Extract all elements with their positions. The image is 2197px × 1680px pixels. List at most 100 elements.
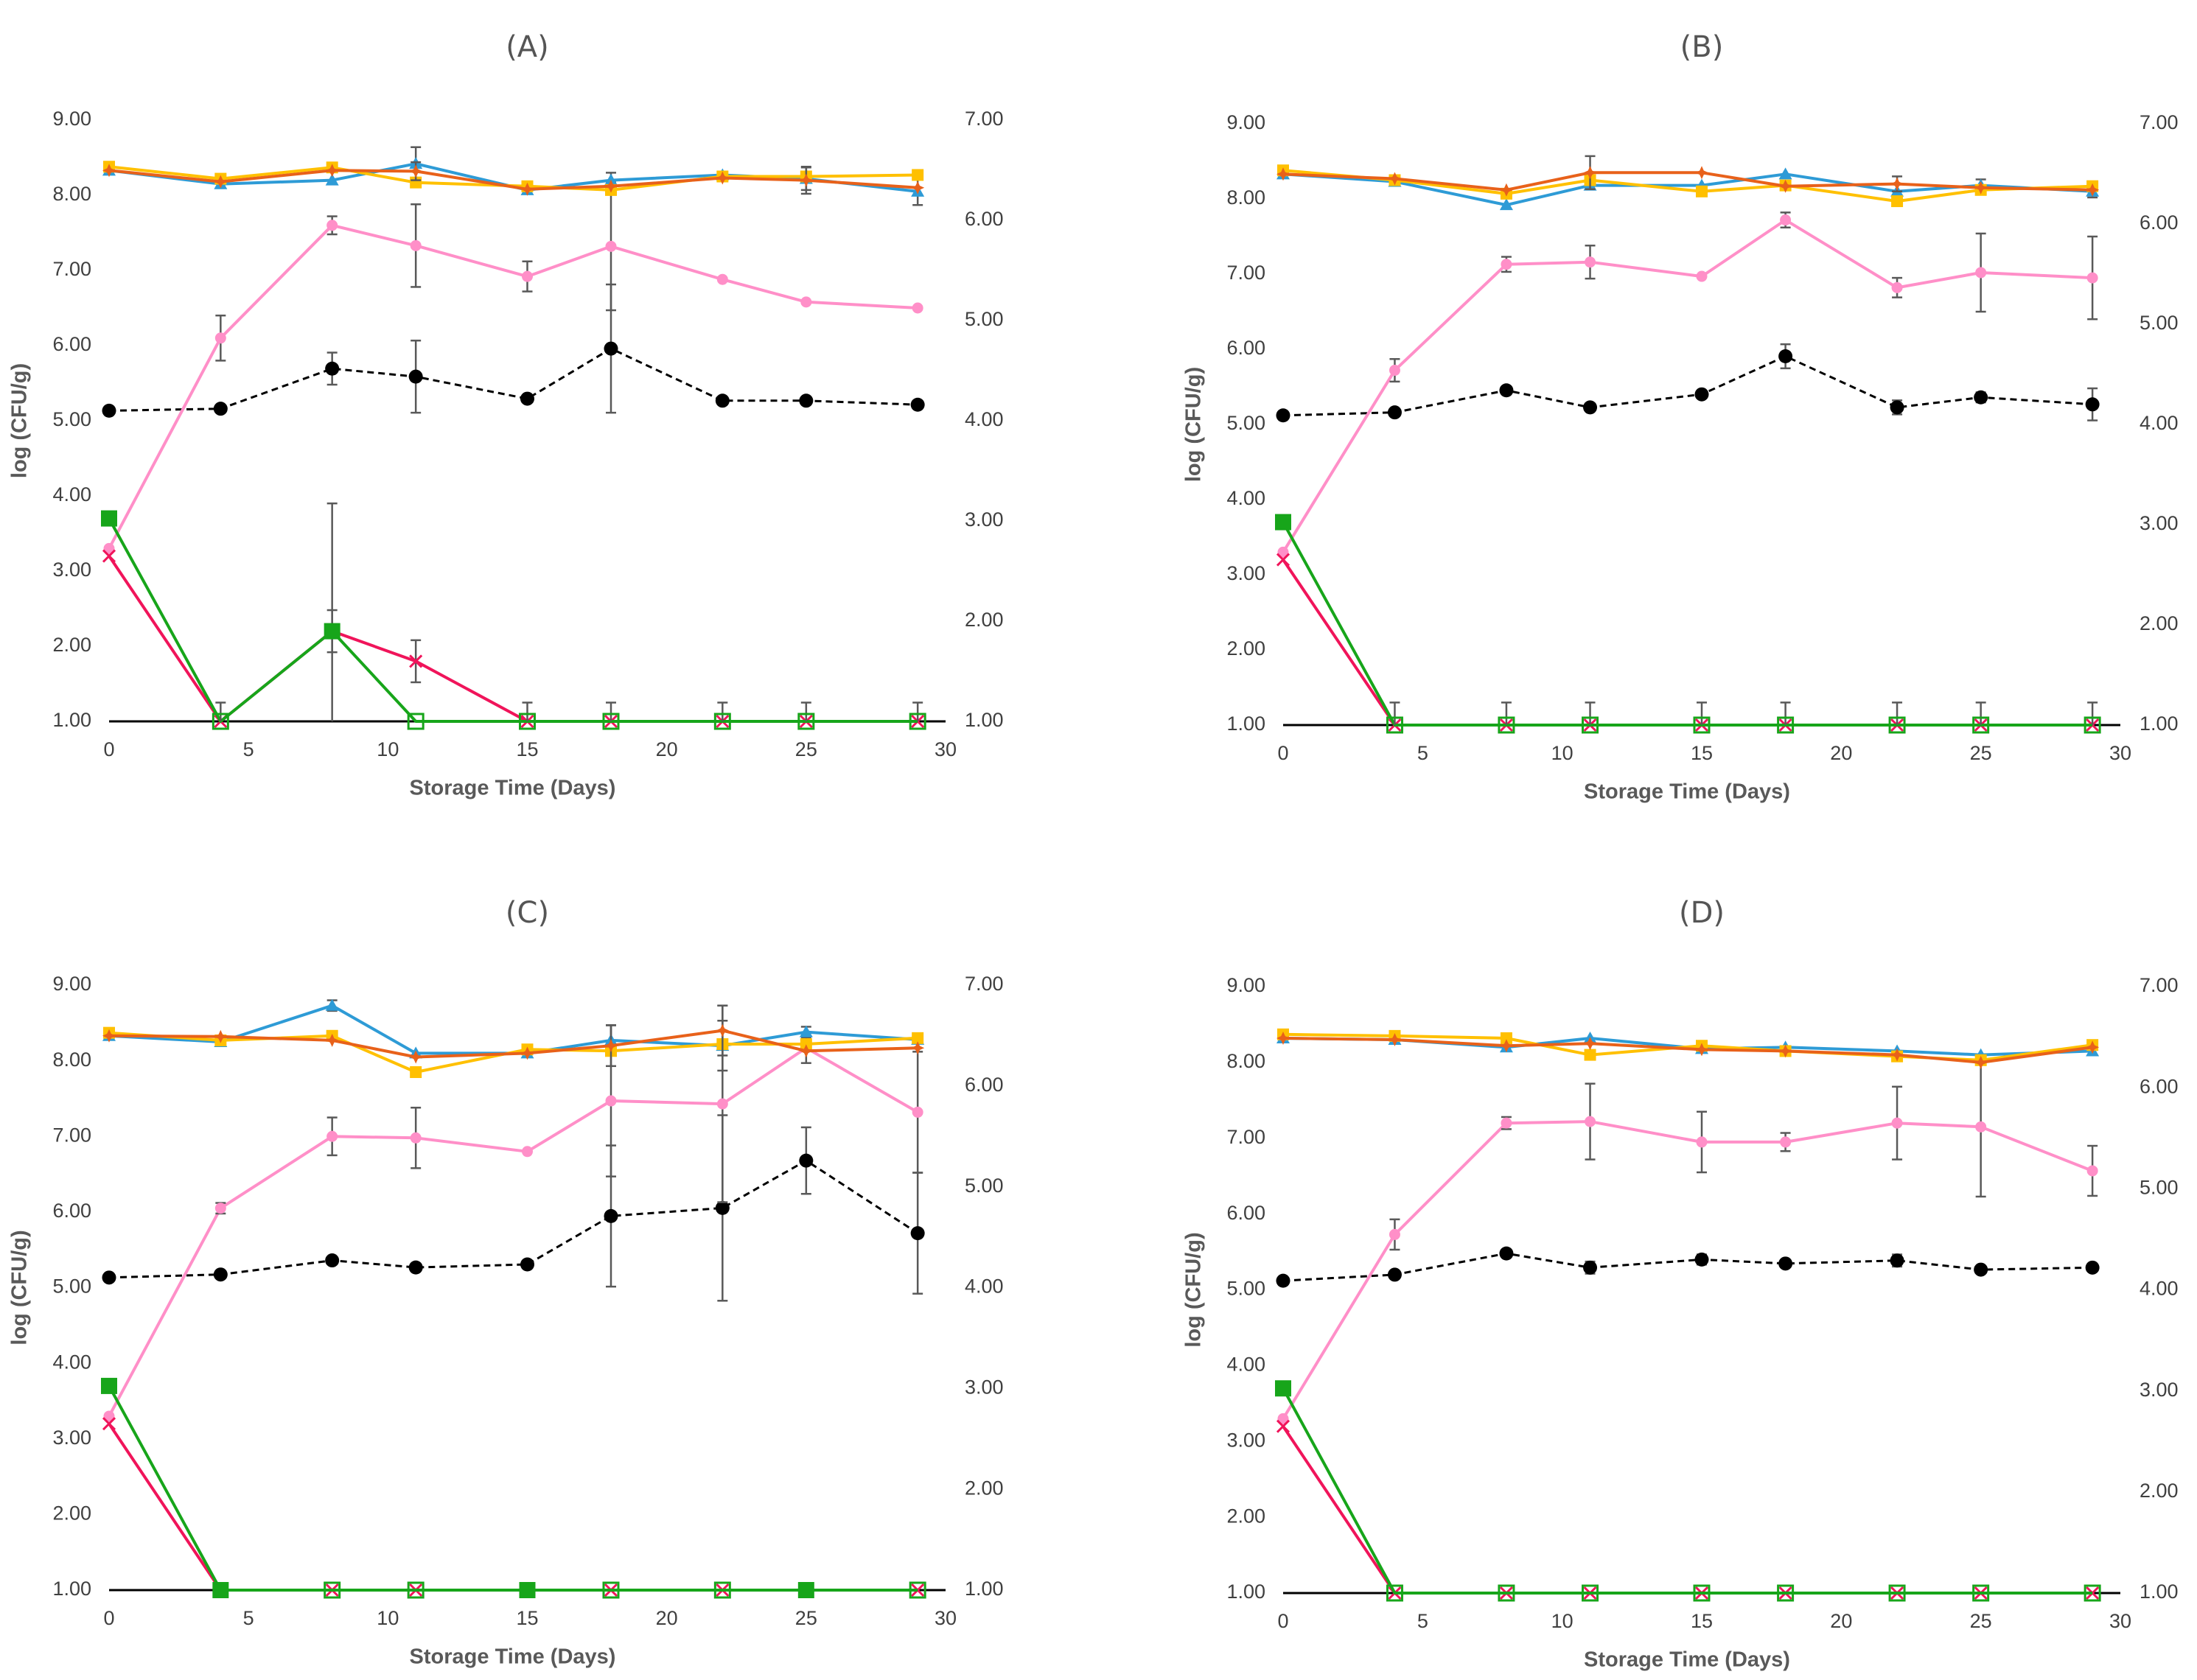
y-tick-label: 3.00 <box>52 1427 91 1449</box>
data-point-black <box>1499 1246 1514 1261</box>
data-point-orange <box>1583 166 1597 180</box>
data-point-orange <box>2086 183 2100 197</box>
y-tick-label: 7.00 <box>52 1124 91 1146</box>
data-point-orange <box>799 1044 813 1058</box>
x-tick-label: 5 <box>1417 1610 1428 1632</box>
data-point-black <box>1499 383 1514 398</box>
chart-panel-b: (B) 1.00 2.00 3.00 4.00 5.00 6.00 7.00 8.00 9.00 1… <box>1182 30 2179 804</box>
data-point-black <box>1387 405 1402 420</box>
data-point-pink <box>1696 1136 1708 1148</box>
data-point-orange <box>1778 179 1792 193</box>
data-point-orange <box>214 175 228 189</box>
data-point-pink <box>1780 1136 1792 1148</box>
y-tick-label: 2.00 <box>1226 1505 1265 1527</box>
x-tick-label: 20 <box>656 738 678 760</box>
data-point-green <box>212 1582 229 1598</box>
error-bar <box>522 701 533 721</box>
data-point-black <box>799 393 814 408</box>
data-point-pink <box>1975 267 1987 279</box>
data-point-green <box>1275 1380 1291 1397</box>
x-tick-label: 30 <box>2109 1610 2131 1632</box>
data-point-pink <box>605 240 617 252</box>
y2-tick-label: 2.00 <box>2140 1480 2179 1502</box>
data-point-orange <box>409 1050 423 1064</box>
x-tick-label: 0 <box>103 1607 114 1629</box>
data-point-red <box>1276 553 1290 567</box>
data-point-yellow <box>410 1066 422 1079</box>
data-point-green <box>1777 716 1795 734</box>
x-axis-label: Storage Time (Days) <box>1584 1648 1790 1672</box>
data-point-green <box>713 713 731 730</box>
series-line-blue <box>108 1004 918 1055</box>
series-line-green <box>1282 521 2093 727</box>
data-point-green <box>1498 716 1515 734</box>
x-axis-label: Storage Time (Days) <box>410 1645 616 1669</box>
y2-tick-label: 2.00 <box>965 609 1004 631</box>
data-point-green <box>212 713 229 730</box>
data-point-pink <box>1780 214 1792 226</box>
x-tick-label: 10 <box>1551 742 1573 764</box>
y2-tick-label: 7.00 <box>965 973 1004 995</box>
data-point-orange <box>716 1023 730 1037</box>
data-point-red <box>2086 1586 2100 1600</box>
y-tick-label: 8.00 <box>1226 186 1265 209</box>
series-line-black <box>1282 355 2093 417</box>
y-tick-label: 1.00 <box>52 709 91 731</box>
series-line-black <box>1282 1252 2093 1282</box>
data-point-green <box>1275 514 1291 531</box>
x-tick-label: 30 <box>935 738 957 760</box>
data-point-pink <box>1277 1413 1289 1424</box>
y-tick-label: 1.00 <box>1226 713 1265 735</box>
y-tick-label: 9.00 <box>52 973 91 995</box>
data-point-green <box>1693 1584 1711 1602</box>
series-line-green <box>1282 1387 2093 1595</box>
data-point-yellow <box>912 169 924 181</box>
data-point-black <box>1778 349 1793 364</box>
data-point-pink <box>1501 1117 1512 1129</box>
data-point-green <box>407 713 425 730</box>
y-tick-label: 9.00 <box>52 108 91 130</box>
y-tick-label: 8.00 <box>52 183 91 205</box>
data-point-black <box>1694 387 1709 402</box>
y2-tick-label: 2.00 <box>2140 612 2179 634</box>
series-line-green <box>108 517 918 723</box>
data-point-orange <box>520 1046 534 1060</box>
y2-tick-label: 6.00 <box>2140 211 2179 234</box>
y2-tick-label: 1.00 <box>965 1578 1004 1600</box>
data-point-black <box>1583 400 1598 415</box>
series-line-black <box>108 347 918 412</box>
series-pink <box>103 1004 923 1422</box>
y-tick-label: 4.00 <box>52 1351 91 1373</box>
series-pink <box>1277 211 2098 558</box>
y2-tick-label: 5.00 <box>2140 312 2179 334</box>
y-tick-label: 5.00 <box>52 408 91 430</box>
data-point-pink <box>1891 1117 1903 1129</box>
series-black <box>102 283 925 418</box>
data-point-pink <box>1501 259 1512 270</box>
y-tick-label: 9.00 <box>1226 974 1265 996</box>
x-tick-label: 25 <box>1970 742 1992 764</box>
error-bar <box>1389 701 1400 725</box>
data-point-black <box>102 1270 116 1285</box>
x-tick-label: 25 <box>1970 1610 1992 1632</box>
x-tick-label: 5 <box>1417 742 1428 764</box>
data-point-pink <box>716 1098 728 1110</box>
y2-tick-label: 6.00 <box>965 1074 1004 1096</box>
data-point-orange <box>1499 1039 1513 1053</box>
data-point-orange <box>325 1033 339 1047</box>
y-tick-label: 2.00 <box>52 634 91 656</box>
x-tick-label: 15 <box>516 1607 538 1629</box>
series-yellow <box>103 161 924 196</box>
data-point-green <box>1582 716 1599 734</box>
data-point-green <box>1582 1584 1599 1602</box>
series-green <box>1275 514 2101 734</box>
data-point-orange <box>409 164 423 178</box>
y-tick-label: 4.00 <box>52 483 91 505</box>
data-point-orange <box>1695 1043 1708 1057</box>
data-point-black <box>408 1260 423 1275</box>
data-point-pink <box>522 1146 533 1158</box>
data-point-orange <box>911 181 925 195</box>
data-point-pink <box>410 239 422 251</box>
